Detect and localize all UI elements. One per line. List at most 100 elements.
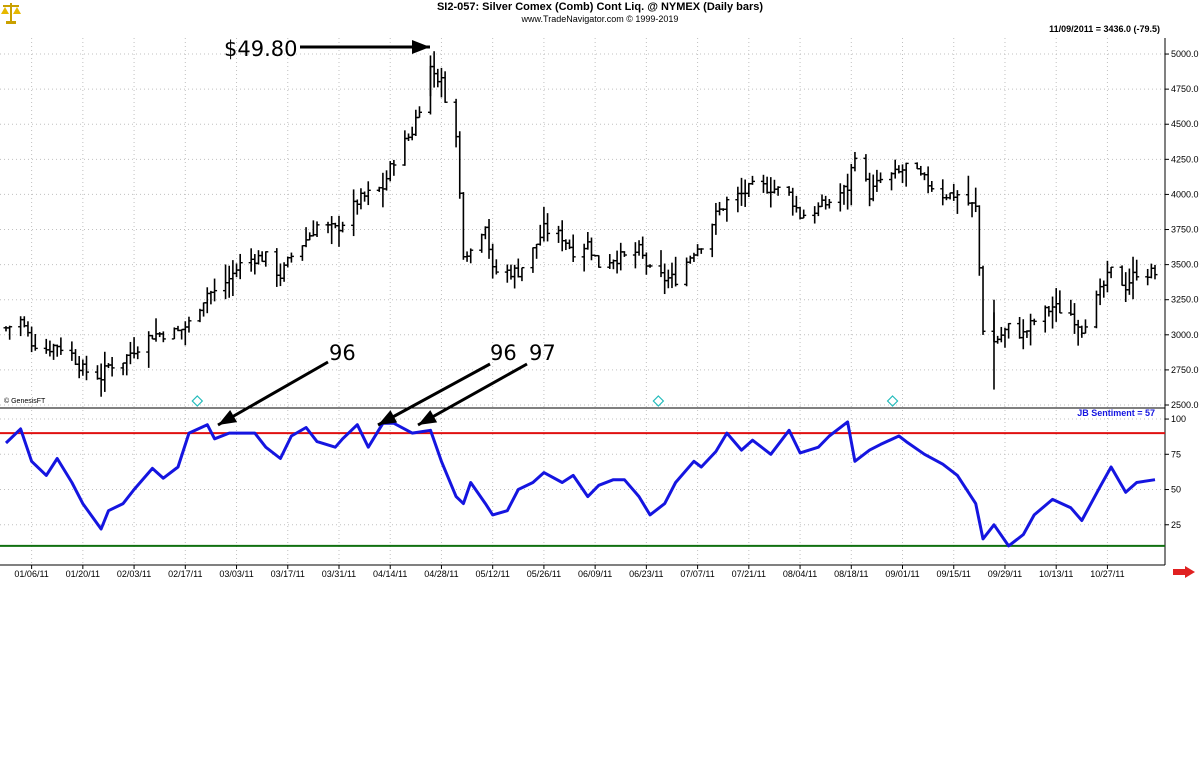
price-bar [120,362,126,376]
price-bar [274,248,280,287]
price-bar [632,242,638,269]
price-bar [482,226,488,240]
price-bar [713,202,719,235]
price-bar [3,326,9,332]
price-bar [32,333,38,351]
x-tick-label: 10/27/11 [1090,569,1124,579]
price-bar [212,278,218,302]
price-bar [182,321,188,346]
price-bar [493,259,499,275]
price-bar [823,195,829,210]
price-bar [596,254,602,268]
price-bar [771,179,777,194]
price-bar [669,262,675,289]
price-bar [255,250,261,265]
x-tick-label: 09/29/11 [988,569,1022,579]
price-bar [925,166,931,194]
price-bar [687,255,693,264]
price-tick-label: 2500.0 [1171,400,1199,410]
price-bar [867,172,873,207]
price-bar [303,227,309,248]
x-tick-label: 10/13/11 [1039,569,1073,579]
sentiment-tick-label: 50 [1171,485,1181,495]
price-bar [581,243,587,272]
price-bar [460,192,466,260]
price-bar [80,359,86,376]
x-tick-label: 02/17/11 [168,569,202,579]
price-bar [889,172,895,191]
tick-labels: 01/06/11 01/20/11 02/03/11 02/17/11 03/03/11… [14,49,1198,579]
price-bar [735,186,741,213]
price-bar [1148,263,1154,279]
price-tick-label: 4000.0 [1171,189,1199,199]
arrow-3-head [418,410,438,425]
price-bar [1082,319,1088,334]
price-tick-label: 5000.0 [1171,49,1199,59]
x-tick-label: 02/03/11 [117,569,151,579]
price-tick-label: 4250.0 [1171,154,1199,164]
price-bar [556,225,562,243]
price-bar [94,365,100,380]
price-bar [947,192,953,200]
price-bar [402,130,408,166]
peak-price-annotation: $49.80 [224,37,297,61]
price-bar [921,172,927,181]
watermark-text: © GenesisFT [4,398,46,405]
price-bar [73,349,79,366]
price-bar [793,195,799,213]
price-bar [186,316,192,333]
price-bar [431,51,437,88]
price-bar [1152,264,1158,280]
price-bar [515,258,521,278]
price-bar [863,154,869,182]
x-tick-label: 01/06/11 [14,569,48,579]
price-tick-label: 3250.0 [1171,295,1199,305]
price-bar [1119,265,1125,287]
price-bar [878,172,884,184]
price-bar [391,159,397,176]
price-bar [358,188,364,210]
price-bar [841,184,847,205]
price-bar [545,213,551,242]
price-bar [146,331,152,368]
x-tick-label: 03/31/11 [322,569,356,579]
price-bar [7,325,13,340]
x-tick-label: 08/18/11 [834,569,868,579]
price-bar [790,187,796,216]
price-bar [29,326,35,353]
price-bar [47,340,53,357]
sentiment-annotation-1: 96 [329,341,356,365]
price-bar [51,343,57,360]
price-bar [310,220,316,237]
sentiment-tick-label: 25 [1171,520,1181,530]
price-bar [643,252,649,275]
price-bar [812,206,818,224]
price-bar [852,151,858,172]
price-bar [153,318,159,342]
price-bar [1126,268,1132,295]
price-bar [1068,299,1074,316]
gold-scales-icon[interactable] [0,0,22,26]
price-bar [329,216,335,245]
x-tick-label: 03/17/11 [271,569,305,579]
price-bar [325,221,331,234]
price-bar [1053,288,1059,322]
price-bar [1017,316,1023,339]
price-bar [636,240,642,256]
price-bar [299,244,305,261]
x-tick-label: 09/15/11 [937,569,971,579]
diamond-marker-icon [652,395,665,407]
price-bar [929,180,935,192]
price-bar [43,338,49,354]
price-bar [490,243,496,279]
price-bar [665,269,671,289]
x-tick-label: 03/03/11 [219,569,253,579]
price-bar [848,163,854,206]
price-bar [588,237,594,261]
price-bar [1101,280,1107,298]
price-bar [468,248,474,264]
price-tick-label: 4750.0 [1171,84,1199,94]
price-bar [530,247,536,273]
red-right-arrow-icon[interactable] [1173,566,1195,578]
